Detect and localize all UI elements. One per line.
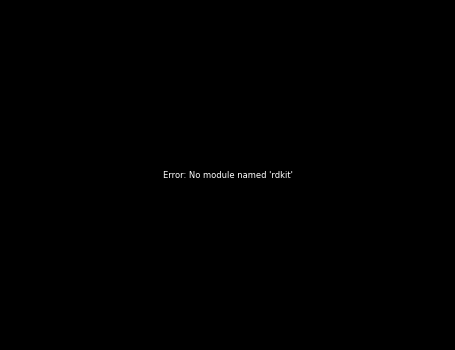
Text: Error: No module named 'rdkit': Error: No module named 'rdkit' bbox=[162, 170, 293, 180]
